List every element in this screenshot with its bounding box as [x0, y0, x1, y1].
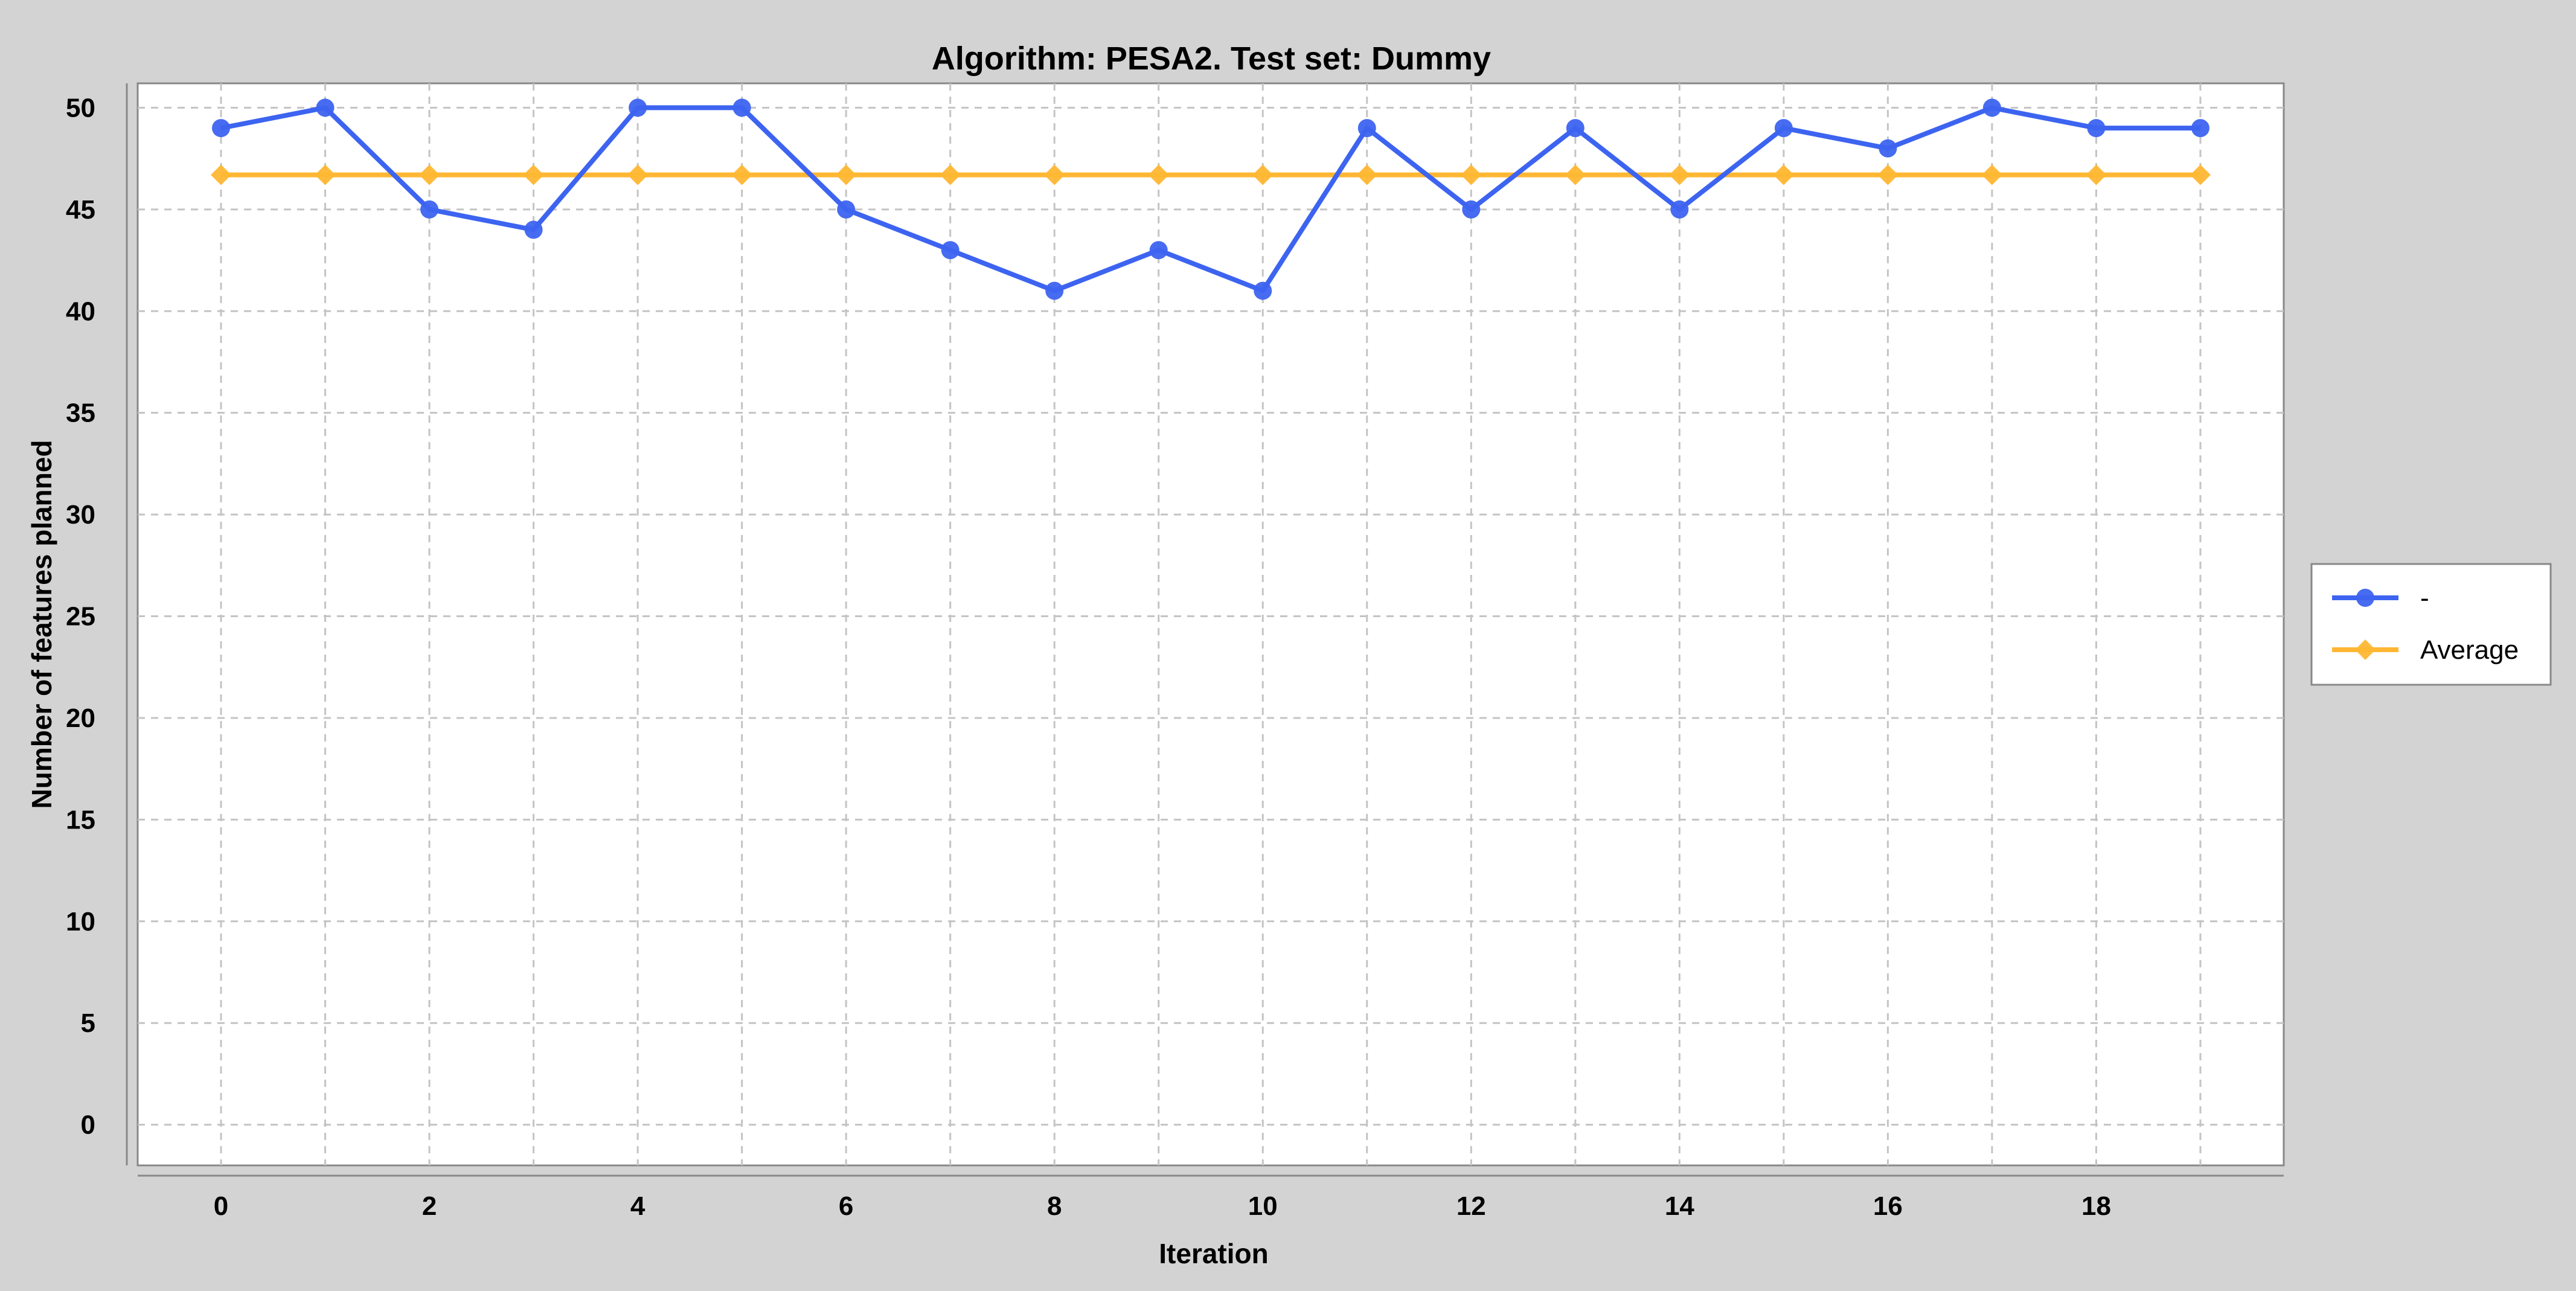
data-point [1670, 200, 1689, 219]
chart-title: Algorithm: PESA2. Test set: Dummy [932, 40, 1491, 77]
y-tick-label: 45 [66, 195, 95, 225]
x-tick-label: 6 [839, 1191, 853, 1221]
data-point [1462, 200, 1481, 219]
y-tick-label: 15 [66, 805, 95, 835]
data-point [315, 164, 336, 185]
data-point [2087, 119, 2106, 138]
legend-box [2310, 563, 2552, 686]
data-point [1879, 139, 1897, 158]
x-tick-label: 8 [1047, 1191, 1062, 1221]
tick-labels: 0 5 10 15 20 25 30 35 40 45 50 0 2 4 6 8 10 12 14 16 18 [66, 93, 2111, 1221]
y-tick-label: 20 [66, 703, 95, 733]
data-point [2191, 119, 2209, 138]
legend-label: Average [2420, 635, 2519, 665]
y-tick-label: 5 [81, 1008, 95, 1038]
data-point [523, 164, 544, 185]
data-point [1565, 164, 1586, 185]
x-tick-label: 16 [1873, 1191, 1903, 1221]
series-dash [212, 98, 2209, 300]
x-tick-label: 4 [630, 1191, 646, 1221]
y-tick-label: 0 [81, 1110, 95, 1140]
data-point [1044, 164, 1065, 185]
x-tick-label: 2 [422, 1191, 437, 1221]
y-tick-label: 50 [66, 93, 95, 123]
x-tick-label: 18 [2081, 1191, 2111, 1221]
x-axis-label: Iteration [1159, 1238, 1268, 1269]
series-line [220, 105, 2200, 293]
data-point [1774, 119, 1793, 138]
y-tick-label: 40 [66, 296, 95, 326]
data-point [1149, 241, 1168, 260]
data-point [629, 98, 647, 117]
x-tick-label: 14 [1665, 1191, 1694, 1221]
x-tick-label: 0 [214, 1191, 228, 1221]
legend: - Average [2310, 563, 2552, 686]
legend-label: - [2420, 583, 2429, 613]
data-point [1982, 98, 2001, 117]
data-point [731, 164, 752, 185]
data-point [211, 164, 232, 185]
x-tick-label: 10 [1248, 1191, 1278, 1221]
data-point [524, 220, 543, 239]
y-tick-label: 10 [66, 907, 95, 937]
series-average [211, 164, 2211, 185]
y-tick-label: 35 [66, 399, 95, 428]
data-point [316, 98, 335, 117]
series [211, 98, 2211, 300]
data-point [1669, 164, 1690, 185]
data-point [1252, 164, 1274, 185]
data-point [212, 119, 231, 138]
data-point [940, 164, 961, 185]
data-point [1148, 164, 1169, 185]
legend-marker [2356, 589, 2374, 607]
data-point [2086, 164, 2107, 185]
data-point [941, 241, 960, 260]
data-point [732, 98, 751, 117]
data-point [627, 164, 649, 185]
data-point [1461, 164, 1482, 185]
data-point [1356, 164, 1377, 185]
data-point [1877, 164, 1898, 185]
data-point [420, 200, 439, 219]
plot-area [136, 82, 2285, 1167]
data-point [1566, 119, 1584, 138]
data-point [836, 164, 857, 185]
data-point [2190, 164, 2211, 185]
data-point [1357, 119, 1376, 138]
y-tick-label: 30 [66, 500, 95, 530]
data-point [1981, 164, 2002, 185]
data-point [419, 164, 440, 185]
data-point [1045, 281, 1064, 300]
data-point [837, 200, 856, 219]
y-axis-label: Number of features planned [26, 440, 57, 809]
legend-marker [2355, 639, 2376, 660]
data-point [1773, 164, 1794, 185]
y-tick-label: 25 [66, 602, 95, 632]
x-tick-label: 12 [1456, 1191, 1486, 1221]
data-point [1254, 281, 1272, 300]
